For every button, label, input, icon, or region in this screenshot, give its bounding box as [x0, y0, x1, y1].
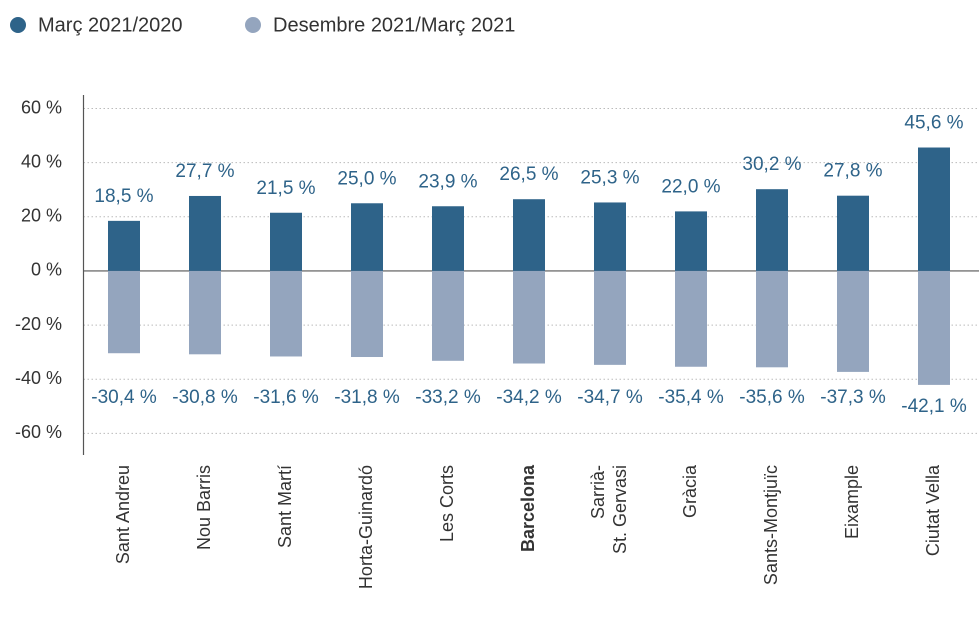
bar [108, 220, 140, 271]
y-tick-label: 40 % [21, 151, 62, 171]
value-label: -30,4 % [91, 387, 157, 408]
value-label: -35,4 % [658, 387, 724, 408]
value-label: 22,0 % [661, 176, 720, 197]
value-label: 27,8 % [823, 161, 882, 182]
value-label: 27,7 % [175, 161, 234, 182]
value-label: 25,0 % [337, 168, 396, 189]
legend-label: Març 2021/2020 [38, 14, 183, 36]
bar [756, 270, 788, 368]
bar [351, 270, 383, 358]
x-tick-label: Nou Barris [194, 465, 214, 550]
bar [594, 270, 626, 365]
x-tick-label: Ciutat Vella [923, 464, 943, 556]
value-label: -34,2 % [496, 387, 562, 408]
bar [675, 270, 707, 367]
bar [189, 270, 221, 355]
x-tick-label: Gràcia [680, 464, 700, 518]
x-tick-label: Sant Martí [275, 465, 295, 548]
value-label: 26,5 % [499, 164, 558, 185]
value-label: -34,7 % [577, 387, 643, 408]
legend-label: Desembre 2021/Març 2021 [273, 14, 515, 36]
bar [594, 202, 626, 271]
bar [918, 147, 950, 271]
x-tick-label: Eixample [842, 465, 862, 539]
legend-marker [10, 17, 26, 33]
value-label: 18,5 % [94, 186, 153, 207]
y-tick-label: 60 % [21, 97, 62, 117]
y-tick-label: -60 % [15, 422, 62, 442]
value-label: -42,1 % [901, 396, 967, 417]
bar [756, 189, 788, 271]
bar [270, 212, 302, 271]
bar [351, 203, 383, 271]
y-tick-label: -20 % [15, 314, 62, 334]
value-label: 25,3 % [580, 167, 639, 188]
bar [513, 199, 545, 271]
value-label: -35,6 % [739, 387, 805, 408]
bar [189, 195, 221, 271]
y-tick-label: 20 % [21, 206, 62, 226]
bar [675, 211, 707, 271]
bar [837, 195, 869, 271]
x-tick-label: Horta-Guinardó [356, 465, 376, 589]
y-tick-label: -40 % [15, 368, 62, 388]
y-tick-label: 0 % [31, 260, 62, 280]
value-label: -33,2 % [415, 387, 481, 408]
value-label: 23,9 % [418, 171, 477, 192]
value-label: -30,8 % [172, 387, 238, 408]
x-tick-label: Sants-Montjuïc [761, 465, 781, 585]
x-tick-label: Barcelona [518, 464, 538, 552]
x-tick-label: Sant Andreu [113, 465, 133, 564]
x-tick-label: Sarrià- St. Gervasi [588, 465, 630, 554]
value-label: 21,5 % [256, 178, 315, 199]
bar [837, 270, 869, 372]
value-label: -37,3 % [820, 387, 886, 408]
value-label: -31,8 % [334, 387, 400, 408]
bar [432, 270, 464, 361]
value-label: 45,6 % [904, 113, 963, 134]
bar [270, 270, 302, 357]
x-tick-label: Les Corts [437, 465, 457, 542]
bar [918, 270, 950, 385]
legend-marker [245, 17, 261, 33]
bar [108, 270, 140, 354]
bar [432, 206, 464, 271]
value-label: 30,2 % [742, 154, 801, 175]
value-label: -31,6 % [253, 387, 319, 408]
bar [513, 270, 545, 364]
